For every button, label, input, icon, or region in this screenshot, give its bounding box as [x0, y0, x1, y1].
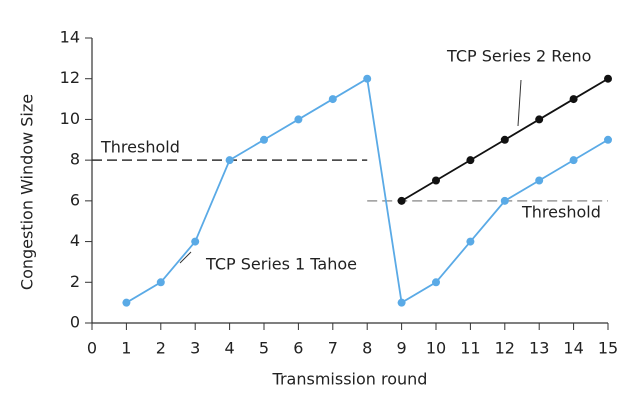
series-label: TCP Series 2 Reno: [446, 47, 591, 66]
y-tick-label: 2: [70, 272, 80, 291]
data-point: [604, 74, 612, 83]
data-point: [363, 74, 372, 83]
y-tick-label: 4: [70, 231, 80, 250]
data-point: [191, 237, 200, 246]
series-label: TCP Series 1 Tahoe: [205, 255, 357, 274]
data-point: [500, 196, 509, 205]
x-tick-label: 3: [190, 339, 200, 358]
x-tick-label: 11: [460, 339, 480, 358]
data-point: [500, 135, 509, 144]
data-point: [294, 115, 303, 124]
data-point: [260, 135, 268, 144]
x-tick-label: 15: [598, 339, 618, 358]
x-tick-label: 6: [293, 339, 303, 358]
x-tick-label: 0: [87, 339, 97, 358]
y-tick-label: 6: [70, 190, 80, 209]
data-point: [397, 298, 406, 307]
data-point: [535, 176, 544, 185]
data-point: [432, 278, 440, 287]
data-point: [122, 298, 131, 307]
series-line: [125, 77, 609, 305]
data-point: [466, 237, 475, 246]
y-tick-label: 10: [60, 109, 80, 128]
x-tick-label: 10: [426, 339, 446, 358]
x-tick-label: 9: [397, 339, 407, 358]
data-point: [604, 135, 612, 144]
x-tick-label: 8: [362, 339, 372, 358]
y-tick-label: 0: [70, 313, 80, 332]
y-axis-label: Congestion Window Size: [18, 94, 37, 290]
data-point: [225, 156, 234, 165]
y-tick-label: 14: [60, 28, 80, 47]
data-point: [569, 95, 578, 104]
x-tick-label: 1: [121, 339, 131, 358]
x-tick-label: 2: [156, 339, 166, 358]
data-point: [535, 115, 544, 124]
x-tick-label: 4: [225, 339, 235, 358]
x-tick-label: 14: [563, 339, 583, 358]
data-point: [569, 156, 578, 165]
data-point: [328, 95, 337, 104]
data-point: [466, 156, 475, 165]
data-point: [156, 278, 165, 287]
x-tick-label: 13: [529, 339, 549, 358]
x-axis-label: Transmission round: [272, 370, 428, 389]
y-tick-label: 12: [60, 68, 80, 87]
x-tick-label: 5: [259, 339, 269, 358]
data-point: [397, 196, 406, 205]
threshold-label: Threshold: [100, 138, 180, 157]
x-tick-label: 12: [495, 339, 515, 358]
x-tick-label: 7: [328, 339, 338, 358]
y-tick-label: 8: [70, 150, 80, 169]
threshold-label: Threshold: [521, 203, 601, 222]
data-point: [432, 176, 440, 185]
annotation-leader: [517, 79, 522, 127]
annotation-leader: [179, 251, 192, 264]
